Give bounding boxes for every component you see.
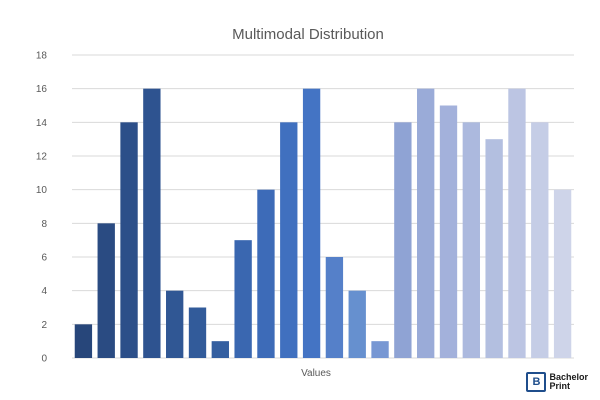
bar [417,88,435,359]
bar [508,88,526,359]
brand-logo: B Bachelor Print [526,372,588,392]
bar [143,88,161,359]
bar [553,189,572,358]
bars [74,88,572,359]
x-axis-title: Values [301,368,331,379]
bar [531,122,549,358]
y-tick-label: 2 [41,320,47,331]
y-tick-label: 10 [36,185,48,196]
bar [462,122,480,358]
y-tick-label: 16 [36,84,48,95]
y-tick-label: 0 [41,354,47,365]
y-tick-label: 12 [36,152,48,163]
y-tick-label: 4 [41,286,47,297]
bar [439,105,458,358]
bar [485,139,503,358]
bar [211,341,229,358]
y-axis-ticks: 0 2 4 6 8 10 12 14 16 18 [36,51,48,365]
bar [120,122,138,358]
bar [188,307,207,358]
bar [97,223,115,358]
y-tick-label: 14 [36,118,48,129]
logo-text: Bachelor Print [549,373,588,391]
bar [302,88,321,359]
bar [348,290,366,358]
logo-line-2: Print [549,381,570,391]
logo-icon: B [526,372,547,392]
bar [234,240,252,358]
bar [394,122,412,358]
y-tick-label: 8 [41,219,47,230]
bar [257,189,275,358]
chart-title: Multimodal Distribution [232,26,384,43]
bar [325,257,344,358]
bar [166,290,184,358]
y-tick-label: 6 [41,253,47,264]
logo-line-1: Bachelor [549,372,588,382]
y-tick-label: 18 [36,51,48,62]
bar [280,122,298,358]
bar [74,324,93,358]
bar [371,341,389,358]
